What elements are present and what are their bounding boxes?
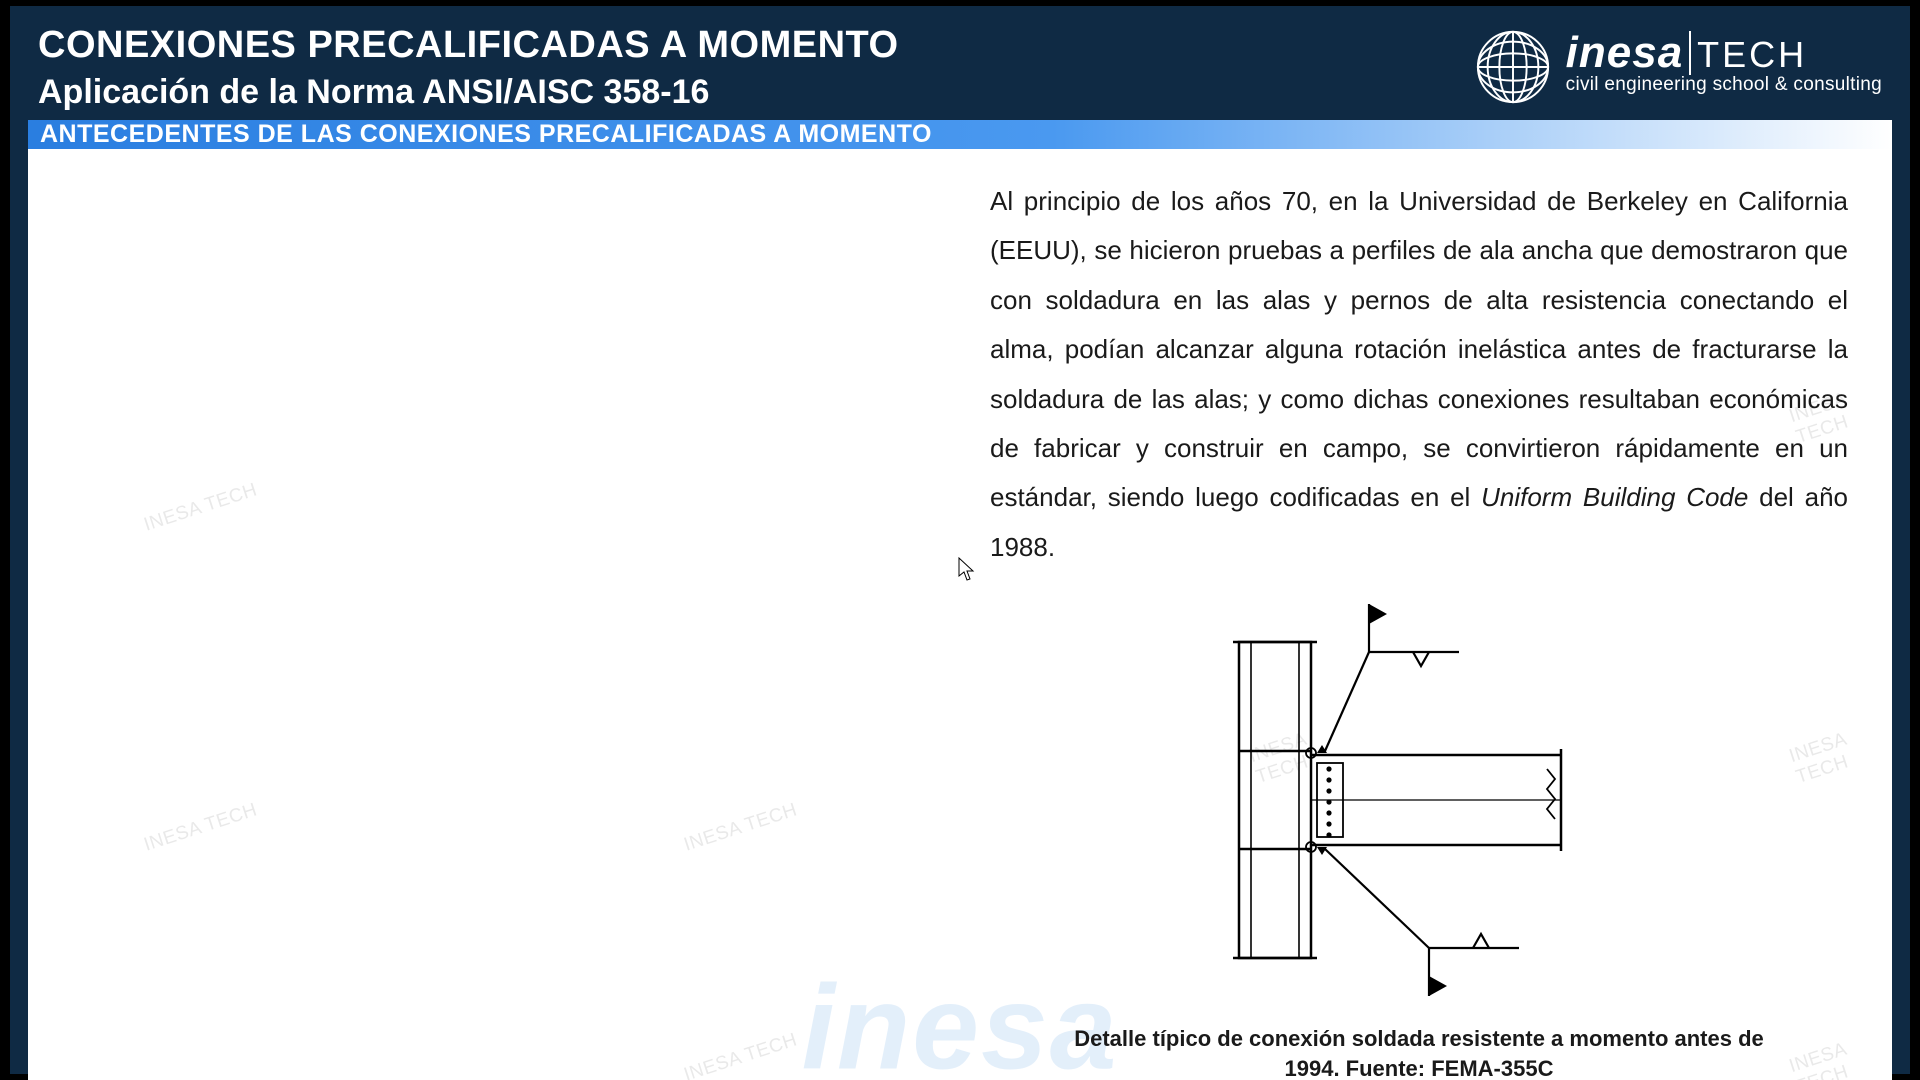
logo-brand: inesa: [1566, 28, 1684, 78]
connection-diagram-figure: Detalle típico de conexión soldada resis…: [990, 590, 1848, 1080]
logo-suffix: TECH: [1697, 34, 1807, 76]
slide-subtitle: Aplicación de la Norma ANSI/AISC 358-16: [38, 73, 1474, 112]
para1-pre: Al principio de los años 70, en la Unive…: [990, 186, 1848, 512]
watermark-diagonal: INESA TECH: [141, 479, 260, 536]
watermark-diagonal: INESA TECH: [681, 1029, 800, 1080]
presentation-slide: CONEXIONES PRECALIFICADAS A MOMENTO Apli…: [10, 6, 1910, 1074]
watermark-diagonal: INESA TECH: [681, 799, 800, 856]
connection-diagram: [1179, 590, 1659, 1010]
slide-header: CONEXIONES PRECALIFICADAS A MOMENTO Apli…: [10, 6, 1910, 112]
para1-ital: Uniform Building Code: [1481, 482, 1748, 512]
section-title-bar: ANTECEDENTES DE LAS CONEXIONES PRECALIFI…: [28, 120, 1892, 149]
logo-globe-icon: [1474, 28, 1552, 106]
watermark-diagonal: INESA TECH: [141, 799, 260, 856]
slide-title: CONEXIONES PRECALIFICADAS A MOMENTO: [38, 24, 1474, 67]
diagram-caption: Detalle típico de conexión soldada resis…: [1059, 1024, 1779, 1080]
slide-body: inesa civil engineering school INESA TEC…: [28, 149, 1892, 1080]
logo-divider: [1689, 31, 1691, 75]
left-column: Al principio de los años 70, en la Unive…: [990, 177, 1848, 1080]
brand-logo: inesa TECH civil engineering school & co…: [1474, 24, 1882, 106]
paragraph-history: Al principio de los años 70, en la Unive…: [990, 177, 1848, 572]
logo-tagline: civil engineering school & consulting: [1566, 74, 1882, 96]
section-title: ANTECEDENTES DE LAS CONEXIONES PRECALIFI…: [40, 120, 932, 149]
